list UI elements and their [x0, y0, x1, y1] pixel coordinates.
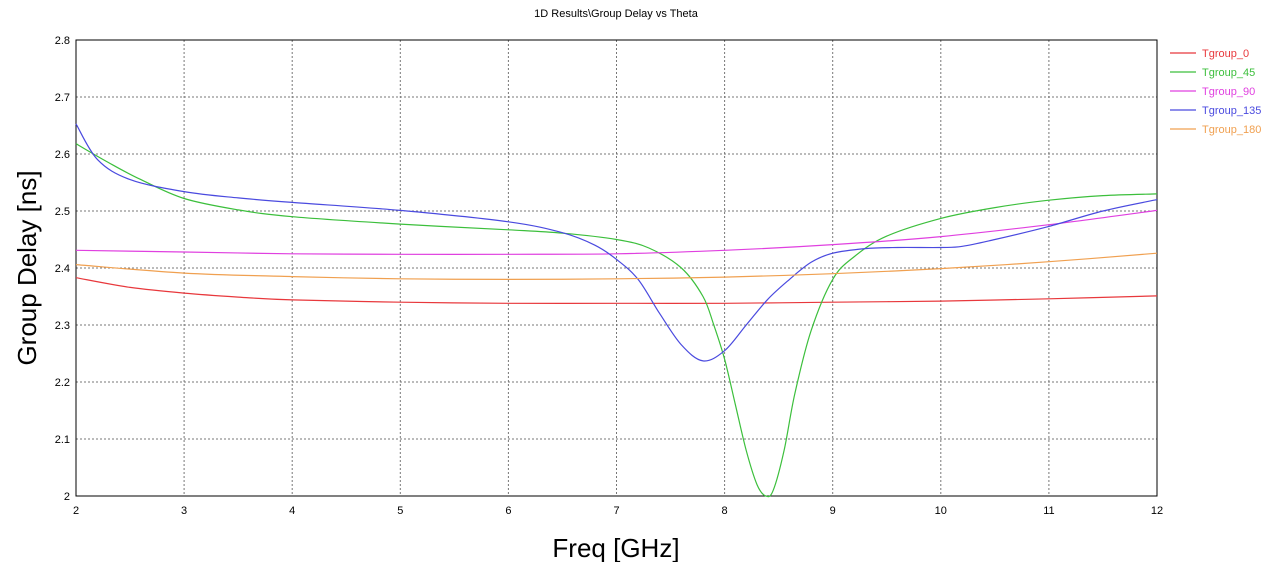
y-tick-label: 2.5: [55, 206, 70, 218]
series-line-tgroup-45: [75, 143, 1158, 498]
x-tick-label: 4: [289, 505, 295, 517]
legend-label: Tgroup_0: [1202, 48, 1249, 60]
legend: Tgroup_0 Tgroup_45 Tgroup_90 Tgroup_135 Tgro…: [1170, 48, 1261, 136]
y-tick-labels: 2 2.1 2.2 2.3 2.4 2.5 2.6 2.7 2.8: [55, 35, 70, 503]
x-tick-label: 10: [935, 505, 947, 517]
y-tick-label: 2.4: [55, 263, 70, 275]
y-tick-label: 2.1: [55, 434, 70, 446]
x-tick-label: 9: [830, 505, 836, 517]
x-tick-label: 8: [722, 505, 728, 517]
y-tick-label: 2.2: [55, 377, 70, 389]
chart-title: 1D Results\Group Delay vs Theta: [534, 8, 699, 20]
y-tick-label: 2.3: [55, 320, 70, 332]
y-tick-label: 2.8: [55, 35, 70, 47]
series-line-tgroup-180: [75, 252, 1158, 281]
series-line-tgroup-0: [75, 277, 1158, 304]
y-tick-label: 2.7: [55, 92, 70, 104]
x-tick-label: 12: [1151, 505, 1163, 517]
series-lines: [75, 123, 1158, 498]
y-axis-label: Group Delay [ns]: [12, 170, 42, 365]
x-tick-label: 11: [1043, 505, 1054, 517]
legend-label: Tgroup_135: [1202, 105, 1261, 117]
plot-area-border: [75, 39, 1158, 497]
legend-label: Tgroup_45: [1202, 67, 1255, 79]
legend-label: Tgroup_180: [1202, 124, 1261, 136]
series-line-tgroup-90: [75, 209, 1158, 255]
x-tick-label: 2: [73, 505, 79, 517]
grid: [76, 40, 1157, 496]
x-tick-labels: 2 3 4 5 6 7 8 9 10 11 12: [73, 505, 1163, 517]
y-tick-label: 2: [64, 491, 70, 503]
x-tick-label: 3: [181, 505, 187, 517]
y-tick-label: 2.6: [55, 149, 70, 161]
x-tick-label: 5: [397, 505, 403, 517]
legend-label: Tgroup_90: [1202, 86, 1255, 98]
x-tick-label: 6: [505, 505, 511, 517]
series-line-tgroup-135: [75, 123, 1158, 362]
x-tick-label: 7: [613, 505, 619, 517]
x-axis-label: Freq [GHz]: [552, 533, 679, 562]
